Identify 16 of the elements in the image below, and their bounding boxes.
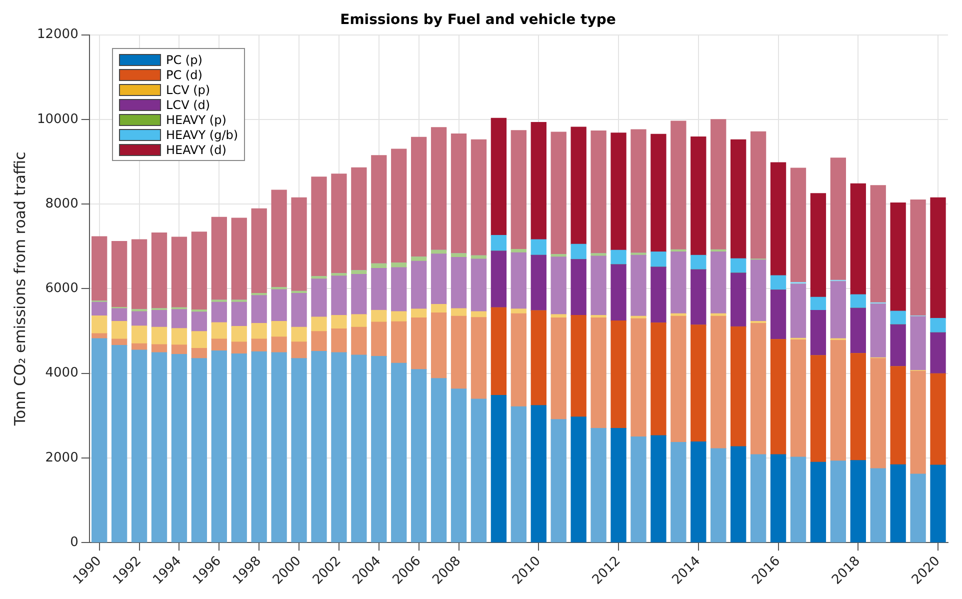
y-tick-label: 10000 (36, 112, 78, 127)
y-tick-label: 2000 (45, 450, 78, 466)
y-tick-label: 12000 (36, 27, 78, 42)
legend-label: LCV (d) (166, 98, 210, 112)
chart-title: Emissions by Fuel and vehicle type (340, 12, 616, 28)
y-tick-label: 6000 (45, 281, 78, 296)
legend-label: HEAVY (p) (166, 112, 226, 126)
legend-label: HEAVY (g/b) (166, 128, 238, 142)
legend-label: HEAVY (d) (166, 142, 226, 156)
y-tick-label: 0 (70, 534, 78, 550)
legend-label: PC (p) (166, 52, 202, 66)
legend-label: PC (d) (166, 68, 202, 82)
legend-label: LCV (p) (166, 82, 210, 96)
y-tick-label: 4000 (45, 366, 78, 381)
y-tick-label: 8000 (45, 196, 78, 212)
y-axis-title: Tonn CO₂ emissions from road traffic (10, 152, 29, 427)
